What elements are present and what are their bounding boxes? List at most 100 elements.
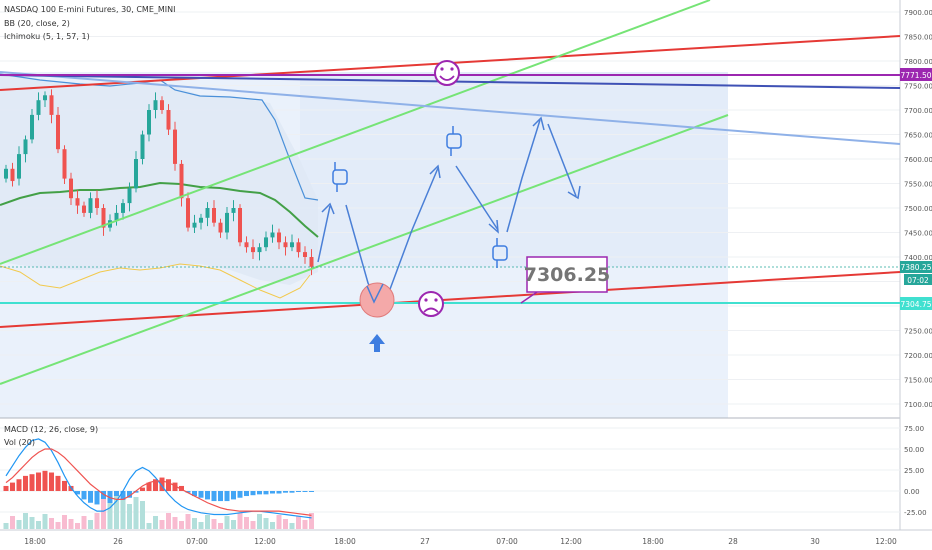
ichimoku-legend[interactable]: Ichimoku (5, 1, 57, 1) <box>4 32 90 41</box>
macd-histogram-bar <box>75 491 80 495</box>
price-callout-box <box>526 256 608 293</box>
volume-bar <box>36 521 41 529</box>
volume-bar <box>10 516 15 529</box>
volume-bar <box>231 520 236 529</box>
volume-bar <box>49 518 54 529</box>
macd-histogram-bar <box>94 491 100 505</box>
price-tick-label: 7500.00 <box>904 205 932 213</box>
bb-basis-line <box>0 181 319 238</box>
macd-histogram-bar <box>10 482 15 491</box>
price-tick-label: 7850.00 <box>904 34 932 42</box>
volume-bar <box>224 516 230 529</box>
volume-bar <box>218 523 223 529</box>
volume-bar <box>114 496 119 529</box>
bb-band-fill <box>0 75 318 285</box>
macd-legend[interactable]: MACD (12, 26, close, 9) <box>4 425 99 434</box>
volume-bar <box>107 503 113 529</box>
volume-bar <box>81 516 87 529</box>
macd-histogram-bar <box>283 491 288 493</box>
volume-bar <box>257 514 262 529</box>
symbol-legend[interactable]: NASDAQ 100 E-mini Futures, 30, CME_MINI <box>4 5 176 14</box>
bb-legend[interactable]: BB (20, close, 2) <box>4 19 70 28</box>
candle-body <box>264 237 268 248</box>
candle-body <box>101 208 106 228</box>
macd-axis: 75.00 50.00 25.00 0.00 -25.00 <box>904 425 927 517</box>
time-tick-label: 26 <box>113 537 123 546</box>
volume-bar <box>3 523 9 529</box>
volume-bar <box>88 520 93 529</box>
price-tick-label: 7450.00 <box>904 230 932 238</box>
volume-bar <box>205 515 210 529</box>
macd-histogram-bar <box>29 474 35 491</box>
macd-histogram-bar <box>198 491 204 498</box>
candle-body <box>309 257 314 267</box>
candle-body <box>303 252 307 257</box>
time-axis: 18:00 26 07:00 12:00 18:00 27 07:00 12:00 18:00 2… <box>24 537 897 546</box>
signal-line <box>5 448 312 516</box>
pointing-down-hand-icon <box>446 126 462 156</box>
candle-body <box>56 114 60 150</box>
price-label-purple: 7771.50 <box>900 68 932 81</box>
volume-bar <box>146 523 152 529</box>
candle-body <box>173 129 177 164</box>
volume-bar <box>237 513 243 529</box>
macd-histogram-bar <box>224 491 230 502</box>
price-tick-label: 7550.00 <box>904 181 932 189</box>
macd-pane <box>0 427 900 529</box>
volume-bar <box>29 517 35 529</box>
volume-bar <box>140 501 145 529</box>
price-label-last-text: 7380.25 <box>900 263 931 272</box>
macd-histogram-bar <box>263 491 269 495</box>
price-callout-text: 7306.25 <box>524 264 611 286</box>
macd-histogram-bar <box>49 472 54 491</box>
price-tick-label: 7100.00 <box>904 401 932 409</box>
time-tick-label: 12:00 <box>254 537 276 546</box>
candle-body <box>88 198 93 213</box>
candle-body <box>231 208 236 213</box>
volume-bar <box>166 513 171 529</box>
ichimoku-line <box>0 263 311 299</box>
channel-line-upper <box>0 0 711 265</box>
macd-histogram-bar <box>276 491 282 494</box>
volume-bar <box>289 523 295 529</box>
candle-body <box>75 198 80 206</box>
volume-bar <box>302 520 308 529</box>
candle-body <box>23 139 28 155</box>
time-tick-label: 18:00 <box>334 537 356 546</box>
volume-bar <box>296 516 301 529</box>
candle-body <box>166 110 171 130</box>
channel-line-lower <box>0 114 729 385</box>
macd-histogram-bar <box>159 477 165 491</box>
candle-body <box>218 222 223 233</box>
macd-histogram-bar <box>205 491 210 500</box>
candle-body <box>127 188 132 204</box>
candle-body <box>17 154 21 179</box>
price-label-purple-text: 7771.50 <box>900 71 931 80</box>
candle-body <box>69 178 73 199</box>
volume-bar <box>192 518 197 529</box>
candle-body <box>277 232 281 243</box>
price-tick-label: 7400.00 <box>904 254 932 262</box>
pointing-up-hand-icon <box>492 238 508 268</box>
candle-body <box>296 242 301 253</box>
candle-body <box>251 247 255 253</box>
price-label-countdown: 07:02 <box>904 274 932 285</box>
volume-bar <box>263 518 269 529</box>
volume-bar <box>309 513 314 529</box>
price-tick-label: 7200.00 <box>904 352 932 360</box>
volume-bar <box>75 523 80 529</box>
macd-histogram-bar <box>3 485 9 491</box>
pointing-down-hand-icon <box>332 162 348 192</box>
time-tick-label: 28 <box>728 537 738 546</box>
macd-histogram-bar <box>55 475 61 491</box>
macd-histogram-bar <box>270 491 275 494</box>
macd-histogram-bar <box>140 487 145 491</box>
volume-bar <box>211 519 217 529</box>
volume-bar <box>23 513 28 529</box>
candle-body <box>160 100 164 110</box>
volume-bar <box>185 514 191 529</box>
vol-legend[interactable]: Vol (20) <box>4 438 35 447</box>
volume-bar <box>276 515 282 529</box>
macd-histogram-bar <box>237 491 243 498</box>
